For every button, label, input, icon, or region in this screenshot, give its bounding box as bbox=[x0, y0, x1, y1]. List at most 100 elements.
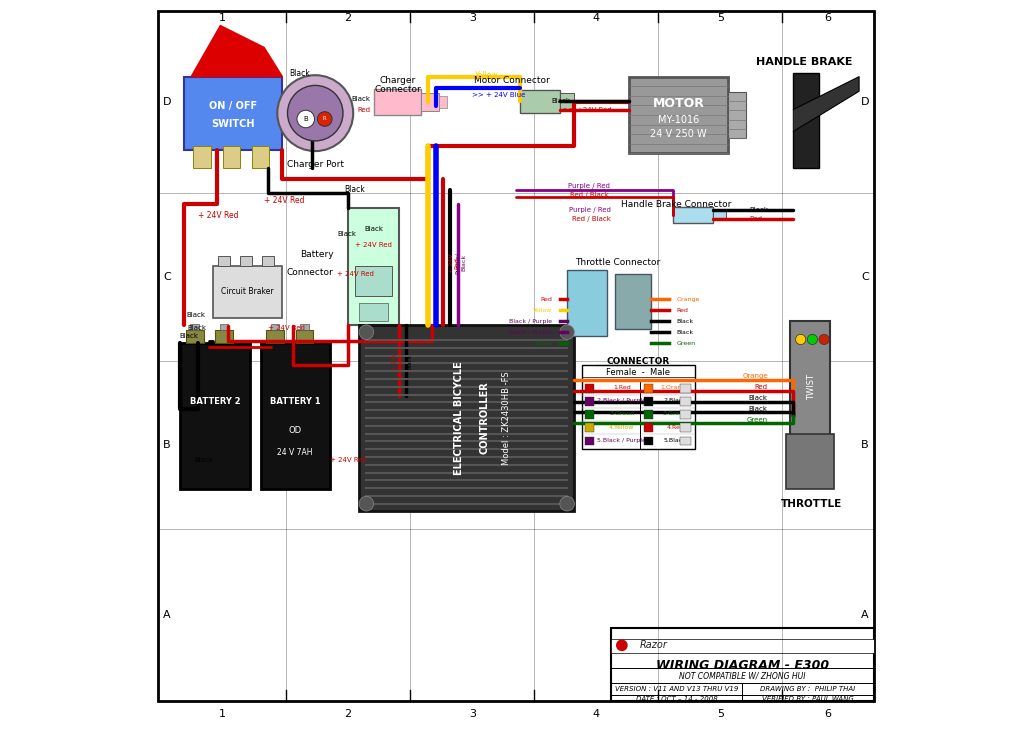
FancyBboxPatch shape bbox=[794, 73, 819, 168]
Text: Purple/
Black: Purple/ Black bbox=[456, 252, 466, 274]
FancyBboxPatch shape bbox=[582, 365, 695, 449]
FancyBboxPatch shape bbox=[270, 324, 280, 330]
FancyBboxPatch shape bbox=[348, 208, 399, 325]
Text: + 24V
Red: + 24V Red bbox=[449, 253, 459, 272]
Text: + 24V Red: + 24V Red bbox=[267, 326, 304, 331]
FancyBboxPatch shape bbox=[789, 321, 830, 438]
Text: WIRING DIAGRAM - E300: WIRING DIAGRAM - E300 bbox=[655, 659, 829, 672]
FancyBboxPatch shape bbox=[440, 96, 447, 108]
FancyBboxPatch shape bbox=[260, 343, 330, 489]
Text: CONTROLLER: CONTROLLER bbox=[480, 382, 490, 454]
Text: Black: Black bbox=[180, 333, 198, 339]
Circle shape bbox=[796, 334, 806, 345]
Text: BATTERY 1: BATTERY 1 bbox=[269, 397, 321, 406]
Text: BATTERY 2: BATTERY 2 bbox=[190, 397, 240, 406]
Text: MOTOR: MOTOR bbox=[652, 97, 705, 110]
Text: B: B bbox=[861, 440, 869, 450]
FancyBboxPatch shape bbox=[680, 423, 691, 432]
Circle shape bbox=[359, 325, 374, 339]
FancyBboxPatch shape bbox=[181, 343, 250, 489]
FancyBboxPatch shape bbox=[266, 330, 284, 343]
Text: Red: Red bbox=[754, 384, 768, 390]
FancyBboxPatch shape bbox=[680, 384, 691, 393]
Text: 1: 1 bbox=[219, 13, 226, 23]
FancyBboxPatch shape bbox=[218, 255, 230, 266]
Text: Black: Black bbox=[364, 226, 383, 232]
FancyBboxPatch shape bbox=[359, 303, 388, 321]
Circle shape bbox=[819, 334, 829, 345]
Text: 6: 6 bbox=[825, 709, 832, 719]
Text: 3.Green: 3.Green bbox=[609, 412, 635, 416]
Text: 24 V 7AH: 24 V 7AH bbox=[278, 448, 313, 457]
FancyBboxPatch shape bbox=[728, 92, 746, 138]
Text: DRAWING BY :  PHILIP THAI: DRAWING BY : PHILIP THAI bbox=[761, 686, 856, 692]
FancyBboxPatch shape bbox=[786, 434, 834, 489]
Text: Black: Black bbox=[345, 185, 365, 194]
Text: 2: 2 bbox=[345, 709, 352, 719]
FancyBboxPatch shape bbox=[680, 397, 691, 406]
FancyBboxPatch shape bbox=[252, 146, 269, 168]
Text: Yellow: Yellow bbox=[534, 308, 552, 312]
Text: Green: Green bbox=[534, 341, 552, 345]
FancyBboxPatch shape bbox=[374, 89, 421, 115]
Text: CONNECTOR: CONNECTOR bbox=[607, 357, 670, 366]
Text: DATE : OCT – 14 - 2008: DATE : OCT – 14 - 2008 bbox=[636, 696, 717, 702]
Text: VERSION : V11 AND V13 THRU V19: VERSION : V11 AND V13 THRU V19 bbox=[615, 686, 738, 692]
Text: Red: Red bbox=[357, 107, 370, 112]
FancyBboxPatch shape bbox=[295, 330, 313, 343]
Text: 2.Black: 2.Black bbox=[664, 399, 686, 403]
FancyBboxPatch shape bbox=[223, 146, 240, 168]
Text: Battery: Battery bbox=[300, 250, 333, 259]
Text: 1.Red: 1.Red bbox=[613, 385, 631, 390]
Text: Charger: Charger bbox=[380, 76, 416, 85]
FancyBboxPatch shape bbox=[614, 274, 651, 328]
Text: Black: Black bbox=[749, 395, 768, 401]
Text: Orange: Orange bbox=[742, 373, 768, 379]
Text: 3: 3 bbox=[469, 13, 476, 23]
FancyBboxPatch shape bbox=[559, 93, 575, 110]
FancyBboxPatch shape bbox=[220, 324, 228, 330]
Text: 6: 6 bbox=[825, 13, 832, 23]
Text: THROTTLE: THROTTLE bbox=[781, 499, 842, 509]
Text: Orange: Orange bbox=[677, 297, 700, 301]
Text: MY-1016: MY-1016 bbox=[657, 115, 699, 126]
Text: Handle Brake Connector: Handle Brake Connector bbox=[621, 200, 732, 209]
Text: Red: Red bbox=[541, 297, 552, 301]
Text: C: C bbox=[861, 272, 869, 283]
FancyBboxPatch shape bbox=[359, 325, 575, 511]
Circle shape bbox=[559, 496, 575, 511]
Text: SWITCH: SWITCH bbox=[212, 119, 255, 129]
FancyBboxPatch shape bbox=[262, 255, 273, 266]
FancyBboxPatch shape bbox=[680, 410, 691, 419]
Text: + 24V Red: + 24V Red bbox=[337, 271, 374, 277]
Text: OD: OD bbox=[289, 426, 301, 435]
Text: TWIST: TWIST bbox=[807, 374, 816, 400]
FancyBboxPatch shape bbox=[585, 397, 594, 406]
Text: Black: Black bbox=[188, 326, 206, 331]
Text: NOT COMPATIBLE W/ ZHONG HUI: NOT COMPATIBLE W/ ZHONG HUI bbox=[679, 672, 806, 680]
FancyBboxPatch shape bbox=[520, 90, 559, 113]
FancyBboxPatch shape bbox=[611, 639, 874, 653]
Text: A: A bbox=[163, 610, 171, 620]
Circle shape bbox=[288, 85, 343, 141]
FancyBboxPatch shape bbox=[193, 146, 211, 168]
Polygon shape bbox=[191, 26, 283, 77]
Text: 4: 4 bbox=[592, 13, 600, 23]
Text: + 24V Red: + 24V Red bbox=[330, 457, 366, 463]
Circle shape bbox=[807, 334, 817, 345]
FancyBboxPatch shape bbox=[611, 628, 874, 701]
Text: 1: 1 bbox=[219, 709, 226, 719]
Text: + 24V Red: + 24V Red bbox=[198, 211, 239, 220]
FancyBboxPatch shape bbox=[713, 210, 727, 220]
FancyBboxPatch shape bbox=[644, 423, 652, 432]
FancyBboxPatch shape bbox=[680, 437, 691, 445]
Text: ON / OFF: ON / OFF bbox=[209, 101, 257, 111]
Text: Green: Green bbox=[677, 341, 696, 345]
Text: Black: Black bbox=[551, 98, 570, 104]
Text: VERIFIED BY : PAUL WANG: VERIFIED BY : PAUL WANG bbox=[762, 696, 853, 702]
Text: 5.Black: 5.Black bbox=[664, 438, 686, 442]
Text: Throttle Connector: Throttle Connector bbox=[576, 258, 660, 267]
Text: A: A bbox=[861, 610, 869, 620]
Circle shape bbox=[359, 496, 374, 511]
FancyBboxPatch shape bbox=[644, 437, 652, 445]
